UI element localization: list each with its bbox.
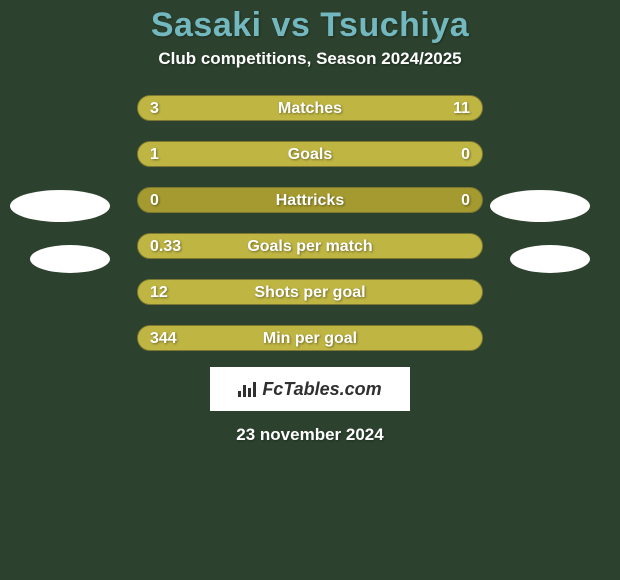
avatar-ellipse <box>10 190 110 222</box>
page-title: Sasaki vs Tsuchiya <box>0 0 620 45</box>
stat-bar-left-value: 0 <box>150 188 159 213</box>
stat-bar: Matches3 11 <box>137 95 483 121</box>
stat-bar-left-value: 344 <box>150 326 177 351</box>
avatar-ellipse <box>490 190 590 222</box>
stat-bar-label: Goals <box>138 142 482 167</box>
stat-bar-label: Goals per match <box>138 234 482 259</box>
stat-bar-label: Min per goal <box>138 326 482 351</box>
watermark-text: FcTables.com <box>262 379 381 400</box>
stat-bar-label: Shots per goal <box>138 280 482 305</box>
stat-bar-right-value: 11 <box>453 96 470 121</box>
stat-bar-left-value: 1 <box>150 142 159 167</box>
footer-date: 23 november 2024 <box>0 425 620 445</box>
watermark: FcTables.com <box>210 367 410 411</box>
stat-bar: Goals per match0.33 <box>137 233 483 259</box>
stat-bar: Shots per goal12 <box>137 279 483 305</box>
stat-bar-right-value: 0 <box>461 188 470 213</box>
stat-bar: Goals1 0 <box>137 141 483 167</box>
stat-bar-left-value: 12 <box>150 280 168 305</box>
stat-bar-left-value: 3 <box>150 96 159 121</box>
page-subtitle: Club competitions, Season 2024/2025 <box>0 49 620 69</box>
stat-bar-label: Hattricks <box>138 188 482 213</box>
stat-bar-label: Matches <box>138 96 482 121</box>
stat-bar-right-value: 0 <box>461 142 470 167</box>
stat-bar-left-value: 0.33 <box>150 234 181 259</box>
stat-bar: Min per goal344 <box>137 325 483 351</box>
comparison-infographic: Sasaki vs Tsuchiya Club competitions, Se… <box>0 0 620 580</box>
stat-bar: Hattricks0 0 <box>137 187 483 213</box>
watermark-bars-icon <box>238 382 256 397</box>
stat-bars: Matches311Goals10Hattricks00Goals per ma… <box>137 95 483 351</box>
avatar-ellipse <box>30 245 110 273</box>
avatar-ellipse <box>510 245 590 273</box>
